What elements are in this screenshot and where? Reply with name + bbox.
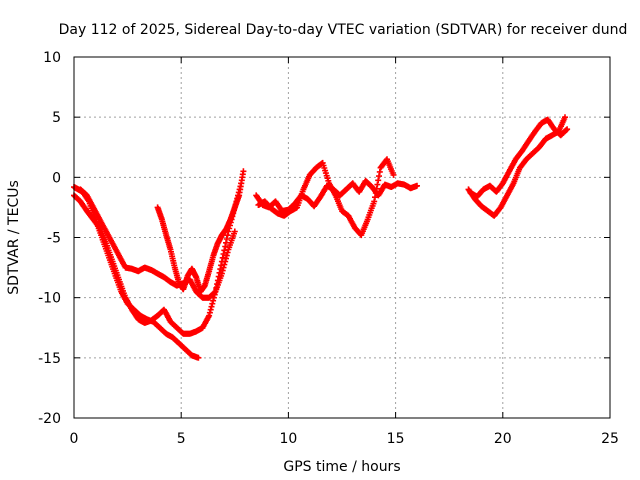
data-point-marker (390, 171, 397, 178)
data-point-marker (240, 168, 247, 175)
data-point-marker (376, 168, 383, 175)
data-point-marker (414, 182, 420, 189)
data-points (71, 114, 571, 361)
y-tick-label: 5 (52, 110, 61, 126)
series-track-f (255, 156, 397, 239)
y-tick-label: 10 (43, 50, 61, 66)
y-tick-label: -15 (38, 351, 61, 367)
y-tick-label: 0 (52, 170, 61, 186)
data-point-marker (221, 261, 228, 268)
y-tick-label: -20 (38, 411, 61, 427)
data-point-marker (195, 354, 202, 361)
data-point-marker (372, 190, 379, 196)
x-tick-label: 25 (601, 431, 619, 447)
y-tick-label: -10 (38, 291, 61, 307)
data-point-marker (231, 228, 238, 235)
series-track-a (71, 180, 245, 337)
x-axis-title: GPS time / hours (283, 459, 400, 475)
y-axis-title: SDTVAR / TECUs (6, 180, 22, 295)
grid (74, 57, 610, 418)
x-tick-label: 0 (70, 431, 79, 447)
y-tick-label: -5 (47, 231, 61, 247)
chart-title: Day 112 of 2025, Sidereal Day-to-day VTE… (59, 22, 628, 38)
x-tick-label: 15 (387, 431, 405, 447)
axis-ticks: 0 5 10 15 20 25 -20 -15 -10 -5 0 5 10 (38, 50, 619, 447)
x-tick-label: 20 (494, 431, 512, 447)
data-point-marker (562, 114, 568, 121)
series-track-d (154, 168, 247, 295)
data-point-marker (564, 126, 571, 133)
series-track-g (467, 116, 571, 200)
series-track-h (465, 114, 568, 219)
data-point-marker (374, 181, 381, 188)
x-tick-label: 10 (279, 431, 297, 447)
x-tick-label: 5 (177, 431, 186, 447)
